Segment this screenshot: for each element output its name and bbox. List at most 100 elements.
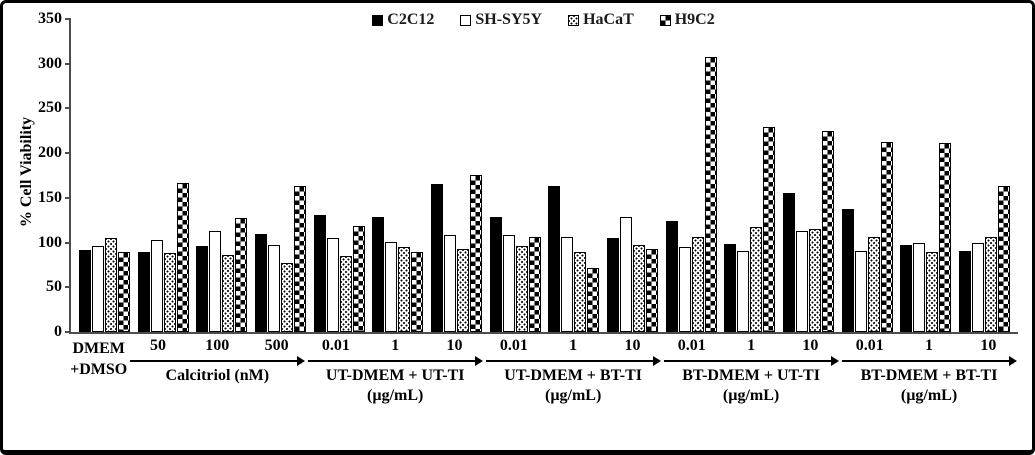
bar-cluster [251,19,310,332]
bar-c2c12 [959,250,972,332]
bar-sh-sy5y [913,243,926,332]
x-tick-label: 1 [391,337,400,354]
y-tick-mark [65,241,71,244]
y-tick-label: 350 [38,10,62,27]
bar-h9c2 [822,130,835,332]
bar-sh-sy5y [854,250,867,332]
bar-h9c2 [704,57,717,332]
x-tick-label: 0.01 [321,337,350,354]
bar-cluster [134,19,193,332]
bar-h9c2 [587,267,600,332]
bar-c2c12 [372,216,385,332]
x-group-4: 0.01 1 10 BT-DMEM + UT-TI (µg/mL) [662,337,840,449]
group-arrow-icon [308,356,484,366]
group-label: Calcitriol (nM) [165,367,270,384]
x-tick-row: 0.01 1 10 [662,337,840,358]
legend-item-hacat: HaCaT [568,11,634,29]
bar-cluster [838,19,897,332]
bar-cluster [486,19,545,332]
group-label: DMEM +DMSO [70,340,128,378]
x-group-3: 0.01 1 10 UT-DMEM + BT-TI (µg/mL) [484,337,662,449]
group-arrow-icon [842,356,1017,366]
bars-area [71,19,1018,332]
bar-c2c12 [841,209,854,332]
group-label: BT-DMEM + BT-TI (µg/mL) [860,367,998,404]
legend-label: H9C2 [674,11,715,28]
bar-c2c12 [430,183,443,332]
bar-c2c12 [783,193,796,332]
bar-h9c2 [117,251,130,332]
x-tick-label: 0.01 [499,337,528,354]
bar-cluster [545,19,604,332]
bar-hacat [398,247,411,332]
bar-h9c2 [469,174,482,332]
bar-c2c12 [724,244,737,332]
x-tick-label: 100 [205,337,230,354]
bar-sh-sy5y [796,230,809,332]
bar-sh-sy5y [267,245,280,332]
bar-sh-sy5y [443,235,456,332]
bar-hacat [515,246,528,332]
y-tick-50: 50 [32,278,71,296]
x-axis: DMEM +DMSO 50 100 500 Calcitriol (nM) 0.01 1 10… [69,337,1018,449]
bar-hacat [867,237,880,332]
group-label: UT-DMEM + UT-TI (µg/mL) [325,367,465,404]
y-tick-mark [65,331,71,333]
group-label: BT-DMEM + UT-TI (µg/mL) [682,367,820,404]
bar-c2c12 [665,221,678,332]
x-group-5: 0.01 1 10 BT-DMEM + BT-TI (µg/mL) [840,337,1018,449]
legend-marker-dotted-icon [568,14,580,26]
bar-hacat [691,237,704,332]
bar-sh-sy5y [678,247,691,332]
bar-cluster [310,19,369,332]
y-tick-mark [65,152,71,155]
bar-h9c2 [352,225,365,332]
plot-area: 0 50 100 150 200 250 300 350 [38,10,1018,340]
y-tick-mark [65,286,71,289]
x-tick-label: 10 [802,337,819,354]
bar-cluster [721,19,780,332]
bar-hacat [985,237,998,332]
x-group-0: DMEM +DMSO [69,337,128,449]
x-tick-label: 1 [569,337,578,354]
y-tick-label: 100 [38,233,62,251]
x-tick-label: 500 [264,337,289,354]
legend-marker-checker-icon [659,14,671,26]
y-tick-mark [65,196,71,199]
bar-cluster [897,19,956,332]
bar-h9c2 [293,186,306,332]
bar-h9c2 [411,251,424,332]
bar-c2c12 [196,246,209,332]
y-tick-mark [65,62,71,65]
bar-sh-sy5y [620,216,633,332]
y-tick-label: 300 [38,54,62,72]
y-tick-label: 150 [38,188,62,206]
bar-sh-sy5y [737,250,750,332]
bar-sh-sy5y [385,241,398,332]
bar-cluster [779,19,838,332]
bar-sh-sy5y [150,239,163,332]
x-tick-label: 10 [980,337,997,354]
bar-c2c12 [313,214,326,332]
y-tick-mark [65,18,71,20]
x-tick-label: 1 [747,337,756,354]
bar-hacat [280,263,293,332]
y-tick-250: 250 [32,99,71,117]
y-tick-label: 200 [38,144,62,162]
x-group-1: 50 100 500 Calcitriol (nM) [128,337,306,449]
bar-cluster [192,19,251,332]
bar-h9c2 [763,127,776,332]
bar-sh-sy5y [972,243,985,332]
bar-sh-sy5y [502,235,515,332]
bar-cluster [75,19,134,332]
bar-cluster [662,19,721,332]
bar-sh-sy5y [326,238,339,332]
x-group-2: 0.01 1 10 UT-DMEM + UT-TI (µg/mL) [306,337,484,449]
bar-hacat [809,229,822,332]
bar-sh-sy5y [91,246,104,332]
group-arrow-icon [486,356,662,366]
bar-c2c12 [548,186,561,332]
bar-h9c2 [998,186,1011,332]
bar-h9c2 [880,141,893,332]
bar-hacat [633,245,646,332]
